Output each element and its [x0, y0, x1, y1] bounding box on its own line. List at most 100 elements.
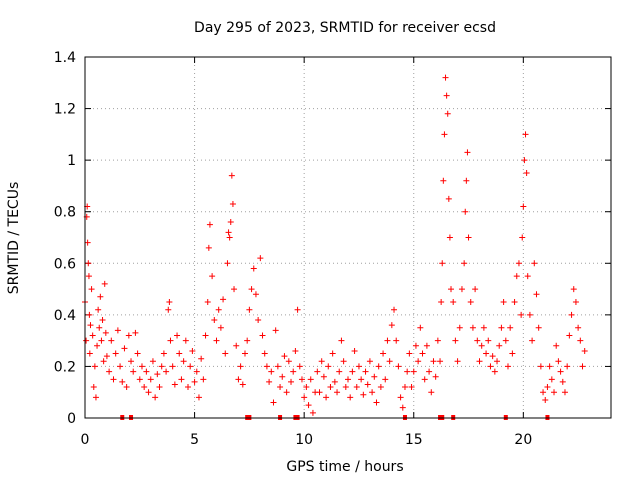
data-point	[442, 74, 449, 81]
data-point	[191, 378, 198, 385]
data-point	[463, 177, 470, 184]
data-point	[524, 273, 531, 280]
data-point	[526, 311, 533, 318]
data-point	[438, 298, 445, 305]
data-point	[206, 221, 213, 228]
data-point	[114, 327, 121, 334]
data-point	[570, 286, 577, 293]
data-point	[200, 376, 207, 383]
data-point	[222, 350, 229, 357]
data-point	[163, 368, 170, 375]
data-point	[491, 368, 498, 375]
data-point	[421, 376, 428, 383]
data-point	[134, 350, 141, 357]
data-point	[156, 384, 163, 391]
data-point	[88, 286, 95, 293]
x-tick-label: 10	[295, 432, 313, 448]
data-point	[531, 260, 538, 267]
data-point	[246, 306, 253, 313]
data-point	[270, 399, 277, 406]
data-point	[108, 337, 115, 344]
data-point	[301, 394, 308, 401]
data-point	[386, 358, 393, 365]
data-point	[513, 273, 520, 280]
data-point	[228, 172, 235, 179]
data-point	[89, 332, 96, 339]
data-point	[467, 298, 474, 305]
data-point	[103, 353, 110, 360]
data-point	[575, 324, 582, 331]
data-point	[316, 389, 323, 396]
data-point	[152, 394, 159, 401]
data-point	[443, 92, 450, 99]
data-point	[412, 342, 419, 349]
data-point	[535, 324, 542, 331]
data-point	[500, 298, 507, 305]
data-point	[476, 358, 483, 365]
data-point	[452, 337, 459, 344]
data-point	[91, 363, 98, 370]
data-point	[382, 376, 389, 383]
data-point	[441, 131, 448, 138]
data-point	[366, 358, 373, 365]
data-point	[220, 296, 227, 303]
data-point	[96, 324, 103, 331]
data-point	[202, 332, 209, 339]
data-point	[229, 200, 236, 207]
data-point	[85, 273, 92, 280]
data-point	[423, 342, 430, 349]
data-point	[110, 376, 117, 383]
data-point	[182, 337, 189, 344]
data-point	[121, 345, 128, 352]
data-point	[252, 291, 259, 298]
data-point	[426, 368, 433, 375]
data-point	[415, 358, 422, 365]
data-point	[259, 332, 266, 339]
data-point	[373, 399, 380, 406]
data-point	[347, 394, 354, 401]
data-point	[353, 384, 360, 391]
data-point	[369, 389, 376, 396]
data-point	[241, 350, 248, 357]
data-point	[255, 317, 262, 324]
data-point	[167, 337, 174, 344]
data-point	[489, 353, 496, 360]
data-point	[95, 306, 102, 313]
data-point	[87, 322, 94, 329]
data-point	[462, 208, 469, 215]
data-point	[180, 358, 187, 365]
data-point	[90, 384, 97, 391]
data-point	[469, 324, 476, 331]
x-tick-label: 5	[190, 432, 199, 448]
data-point	[454, 358, 461, 365]
data-point	[261, 350, 268, 357]
data-point	[325, 363, 332, 370]
data-point	[446, 234, 453, 241]
data-point	[448, 286, 455, 293]
data-point	[509, 350, 516, 357]
data-point	[498, 324, 505, 331]
data-point	[579, 363, 586, 370]
data-point	[92, 394, 99, 401]
data-point	[432, 373, 439, 380]
data-point	[546, 363, 553, 370]
data-point	[336, 368, 343, 375]
data-point	[430, 358, 437, 365]
data-point	[444, 110, 451, 117]
data-point	[521, 157, 528, 164]
data-point	[548, 376, 555, 383]
data-point	[233, 342, 240, 349]
data-point	[487, 363, 494, 370]
data-point	[371, 373, 378, 380]
data-point	[211, 317, 218, 324]
data-point	[502, 337, 509, 344]
data-point	[331, 378, 338, 385]
data-point	[577, 337, 584, 344]
data-point	[257, 255, 264, 262]
data-point	[285, 358, 292, 365]
data-point	[464, 149, 471, 156]
data-point	[362, 368, 369, 375]
data-point	[334, 389, 341, 396]
data-point	[100, 358, 107, 365]
y-axis-label: SRMTID / TECUs	[6, 182, 22, 295]
